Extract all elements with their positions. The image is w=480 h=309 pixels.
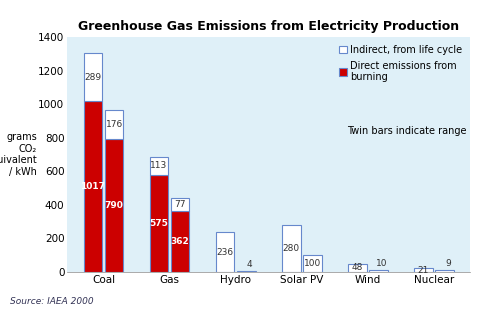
Text: 113: 113 [150, 162, 168, 171]
Bar [150, 157, 168, 176]
Bar [105, 139, 123, 272]
Bar [171, 211, 190, 272]
Legend: Indirect, from life cycle, Direct emissions from
burning: Indirect, from life cycle, Direct emissi… [336, 42, 466, 85]
Bar [216, 232, 234, 272]
Title: Greenhouse Gas Emissions from Electricity Production: Greenhouse Gas Emissions from Electricit… [78, 20, 459, 33]
Bar [414, 269, 433, 272]
Bar [369, 270, 388, 272]
Text: 236: 236 [216, 248, 234, 257]
Y-axis label: grams
CO₂
equivalent
/ kWh: grams CO₂ equivalent / kWh [0, 132, 37, 177]
Bar [348, 264, 367, 272]
Text: 4: 4 [247, 260, 252, 269]
Text: 100: 100 [304, 259, 321, 268]
Text: 362: 362 [171, 237, 190, 246]
Text: 790: 790 [105, 201, 123, 210]
Text: 48: 48 [352, 263, 363, 273]
Bar [171, 198, 190, 211]
Bar [435, 270, 454, 272]
Text: Source: IAEA 2000: Source: IAEA 2000 [10, 297, 93, 306]
Text: 575: 575 [150, 219, 168, 228]
Bar [237, 271, 255, 272]
Bar [84, 101, 102, 272]
Bar [105, 110, 123, 139]
Bar [150, 176, 168, 272]
Text: 21: 21 [418, 266, 429, 275]
Bar [282, 225, 300, 272]
Text: 289: 289 [84, 73, 102, 82]
Bar [84, 53, 102, 101]
Text: 77: 77 [174, 200, 186, 209]
Text: 280: 280 [283, 244, 300, 253]
Text: 176: 176 [106, 120, 123, 129]
Text: 10: 10 [376, 259, 387, 268]
Text: Twin bars indicate range: Twin bars indicate range [347, 126, 467, 136]
Bar [303, 255, 322, 272]
Text: 1017: 1017 [81, 182, 106, 191]
Text: 9: 9 [445, 259, 451, 269]
